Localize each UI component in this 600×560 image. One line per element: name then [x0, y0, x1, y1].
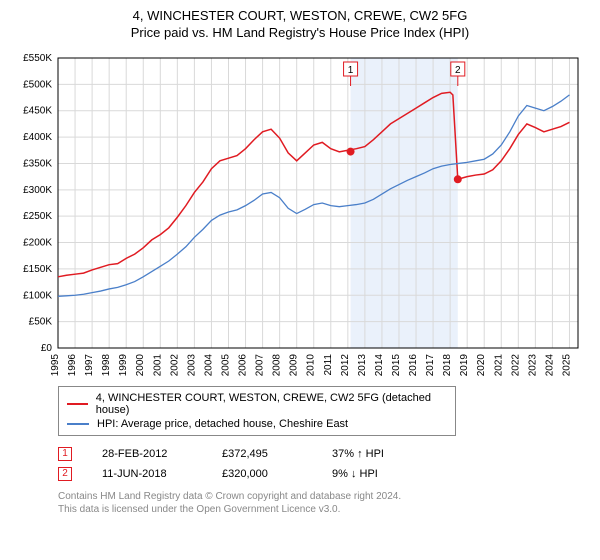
- legend: 4, WINCHESTER COURT, WESTON, CREWE, CW2 …: [58, 386, 456, 436]
- svg-text:2008: 2008: [272, 353, 283, 376]
- legend-row: 4, WINCHESTER COURT, WESTON, CREWE, CW2 …: [67, 391, 447, 417]
- svg-text:2007: 2007: [255, 353, 266, 376]
- svg-text:2002: 2002: [169, 353, 180, 376]
- svg-text:2018: 2018: [442, 353, 453, 376]
- transaction-date: 28-FEB-2012: [102, 448, 192, 460]
- svg-text:£0: £0: [41, 343, 53, 354]
- transaction-price: £372,495: [222, 448, 302, 460]
- svg-text:2010: 2010: [306, 353, 317, 376]
- footer-attribution: Contains HM Land Registry data © Crown c…: [58, 490, 588, 516]
- svg-text:1997: 1997: [84, 353, 95, 376]
- legend-swatch: [67, 403, 88, 405]
- svg-text:2021: 2021: [493, 353, 504, 376]
- svg-text:£350K: £350K: [23, 158, 52, 169]
- svg-text:1999: 1999: [118, 353, 129, 376]
- svg-text:2022: 2022: [510, 353, 521, 376]
- svg-text:2013: 2013: [357, 353, 368, 376]
- svg-text:£450K: £450K: [23, 106, 52, 117]
- svg-text:2009: 2009: [289, 353, 300, 376]
- svg-text:2005: 2005: [220, 353, 231, 376]
- footer-line: Contains HM Land Registry data © Crown c…: [58, 490, 588, 503]
- legend-row: HPI: Average price, detached house, Ches…: [67, 417, 447, 431]
- transaction-pct: 37% ↑ HPI: [332, 448, 422, 460]
- price-chart: £0 £50K £100K £150K £200K £250K £300K £350K £400…: [12, 48, 588, 378]
- svg-text:£550K: £550K: [23, 53, 52, 64]
- svg-text:£500K: £500K: [23, 79, 52, 90]
- svg-text:2017: 2017: [425, 353, 436, 376]
- svg-text:2004: 2004: [203, 353, 214, 376]
- transaction-marker: 1: [58, 447, 72, 461]
- svg-text:1995: 1995: [50, 353, 61, 376]
- svg-text:1998: 1998: [101, 353, 112, 376]
- svg-text:1996: 1996: [67, 353, 78, 376]
- title-main: 4, WINCHESTER COURT, WESTON, CREWE, CW2 …: [12, 8, 588, 25]
- svg-text:£100K: £100K: [23, 290, 52, 301]
- transaction-price: £320,000: [222, 468, 302, 480]
- transaction-row: 2 11-JUN-2018 £320,000 9% ↓ HPI: [58, 464, 588, 484]
- svg-text:£200K: £200K: [23, 237, 52, 248]
- title-sub: Price paid vs. HM Land Registry's House …: [12, 25, 588, 42]
- svg-text:2019: 2019: [459, 353, 470, 376]
- svg-text:2012: 2012: [340, 353, 351, 376]
- svg-text:2000: 2000: [135, 353, 146, 376]
- legend-swatch: [67, 423, 89, 425]
- svg-text:2025: 2025: [561, 353, 572, 376]
- svg-text:2020: 2020: [476, 353, 487, 376]
- svg-text:1: 1: [348, 65, 354, 76]
- transaction-marker: 2: [58, 467, 72, 481]
- svg-text:£250K: £250K: [23, 211, 52, 222]
- transaction-row: 1 28-FEB-2012 £372,495 37% ↑ HPI: [58, 444, 588, 464]
- svg-text:£300K: £300K: [23, 185, 52, 196]
- transaction-pct: 9% ↓ HPI: [332, 468, 422, 480]
- svg-text:2006: 2006: [238, 353, 249, 376]
- svg-text:£150K: £150K: [23, 264, 52, 275]
- transaction-date: 11-JUN-2018: [102, 468, 192, 480]
- svg-text:2016: 2016: [408, 353, 419, 376]
- svg-text:2001: 2001: [152, 353, 163, 376]
- svg-text:£400K: £400K: [23, 132, 52, 143]
- svg-text:2015: 2015: [391, 353, 402, 376]
- svg-text:£50K: £50K: [29, 316, 53, 327]
- svg-text:2011: 2011: [323, 353, 334, 375]
- svg-text:2014: 2014: [374, 353, 385, 376]
- legend-label: HPI: Average price, detached house, Ches…: [97, 418, 348, 430]
- svg-text:2003: 2003: [186, 353, 197, 376]
- svg-text:2024: 2024: [544, 353, 555, 376]
- transaction-table: 1 28-FEB-2012 £372,495 37% ↑ HPI 2 11-JUN-201…: [58, 444, 588, 484]
- svg-text:2023: 2023: [527, 353, 538, 376]
- legend-label: 4, WINCHESTER COURT, WESTON, CREWE, CW2 …: [96, 392, 447, 416]
- footer-line: This data is licensed under the Open Gov…: [58, 503, 588, 516]
- svg-text:2: 2: [455, 65, 461, 76]
